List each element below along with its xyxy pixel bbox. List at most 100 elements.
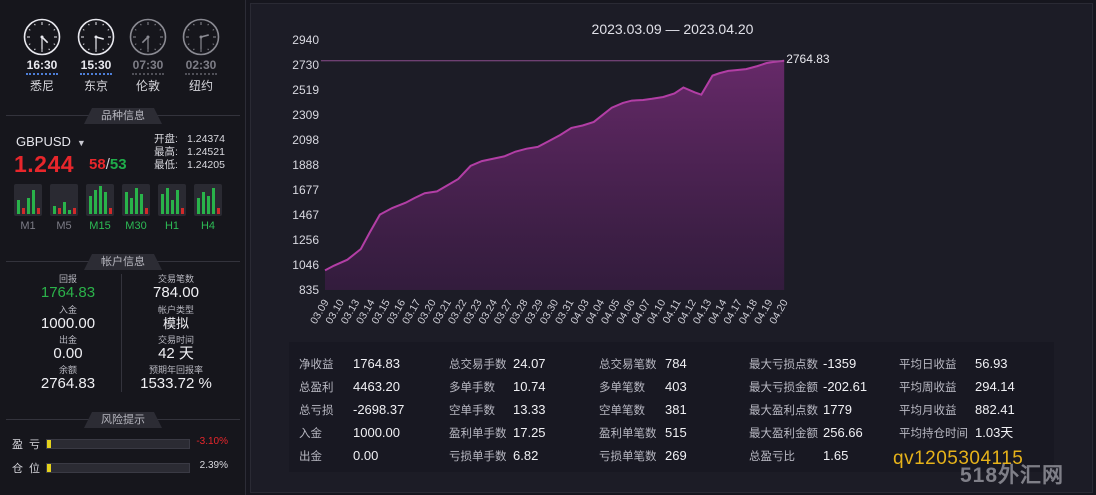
pl-bar-fill xyxy=(47,440,52,448)
symbol-selector[interactable]: GBPUSD ▼ xyxy=(16,134,86,149)
deposit-label: 入金 xyxy=(58,305,77,315)
clock-city: 悉尼 xyxy=(29,79,54,93)
stat-value: 10.74 xyxy=(513,379,546,394)
stat-value: 1779 xyxy=(823,402,852,417)
withdraw-cell: 出金 0.00 xyxy=(14,335,122,363)
stat-label: 多单手数 xyxy=(449,382,495,394)
timeframe-m5[interactable]: M5 xyxy=(50,184,78,232)
timeframe-h1[interactable]: H1 xyxy=(158,184,186,232)
stat-value: 515 xyxy=(665,425,687,440)
stat-label: 最大盈利点数 xyxy=(749,405,818,417)
clock-city: 纽约 xyxy=(188,79,213,93)
clock-3: 02:30 纽约 xyxy=(179,18,223,94)
annual-return-label: 预期年回报率 xyxy=(148,365,203,375)
stat-value: 0.00 xyxy=(353,448,379,463)
stat-value: 1000.00 xyxy=(353,425,400,440)
stat-value: 294.14 xyxy=(975,379,1015,394)
clock-time: 07:30 xyxy=(132,58,164,72)
stats-row: 多单笔数 403 xyxy=(599,375,687,398)
chevron-down-icon[interactable]: ▼ xyxy=(76,138,86,148)
trades-value: 784.00 xyxy=(153,284,199,301)
annual-return-value: 1533.72 % xyxy=(140,375,212,392)
stat-label: 平均月收益 xyxy=(899,405,957,417)
stat-label: 亏损单手数 xyxy=(449,451,507,463)
pl-bar xyxy=(46,439,190,449)
stats-row: 亏损单笔数 269 xyxy=(599,444,687,467)
timeframe-h4[interactable]: H4 xyxy=(194,184,222,232)
section-header-risk: 风险提示 xyxy=(0,412,246,428)
pl-risk-row: 盈亏 -3.10% xyxy=(12,436,234,452)
pl-value: -3.10% xyxy=(196,436,228,447)
risk-panel: 盈亏 -3.10% 仓位 2.39% xyxy=(0,430,246,480)
clock-icon xyxy=(129,18,167,56)
section-title: 帐户信息 xyxy=(84,254,162,270)
withdraw-label: 出金 xyxy=(58,335,77,345)
stat-value: 784 xyxy=(665,356,687,371)
ohlc-info: 开盘: 1.24374 最高: 1.24521 最低: 1.24205 xyxy=(154,133,225,172)
withdraw-value: 0.00 xyxy=(53,345,83,362)
stats-row: 平均月收益 882.41 xyxy=(899,398,1015,421)
stats-row: 总盈利 4463.20 xyxy=(299,375,404,398)
annual-return-cell: 预期年回报率 1533.72 % xyxy=(122,365,230,393)
stats-row: 亏损单手数 6.82 xyxy=(449,444,546,467)
trades-label: 交易笔数 xyxy=(157,274,194,284)
watermark-contact: qv1205304115 xyxy=(893,448,1024,469)
divider xyxy=(121,274,122,392)
stat-label: 净收益 xyxy=(299,359,334,371)
section-title: 品种信息 xyxy=(84,108,162,124)
timeframe-m15[interactable]: M15 xyxy=(86,184,114,232)
symbol-name: GBPUSD xyxy=(16,134,71,149)
high-label: 最高: xyxy=(154,146,178,158)
y-tick-label: 1888 xyxy=(292,158,319,172)
position-risk-row: 仓位 2.39% xyxy=(12,460,234,476)
stats-column: 总交易笔数 784 多单笔数 403 空单笔数 381 盈利单笔数 515 亏损单笔数 269 xyxy=(599,352,687,467)
high-value: 1.24521 xyxy=(187,146,225,158)
stat-label: 亏损单笔数 xyxy=(599,451,657,463)
stat-label: 平均持仓时间 xyxy=(899,428,968,440)
pl-label: 盈亏 xyxy=(12,439,46,451)
clock-2: 07:30 伦敦 xyxy=(126,18,170,94)
stat-value: 882.41 xyxy=(975,402,1015,417)
chart-title: 2023.03.09 — 2023.04.20 xyxy=(591,21,754,37)
stat-label: 空单手数 xyxy=(449,405,495,417)
stat-value: 269 xyxy=(665,448,687,463)
equity-chart: 835 1046 1256 1467 1677 1888 2098 2309 2519 2730 2… xyxy=(292,33,830,326)
section-header-product: 品种信息 xyxy=(0,108,246,124)
signal-bars xyxy=(158,184,186,216)
balance-value: 2764.83 xyxy=(40,375,96,392)
stat-value: 381 xyxy=(665,402,687,417)
stats-column: 最大亏损点数 -1359 最大亏损金额 -202.61 最大盈利点数 1779 最大盈利金额… xyxy=(749,352,867,467)
stat-value: 6.82 xyxy=(513,448,539,463)
stat-value: -2698.37 xyxy=(353,402,405,417)
signal-bars xyxy=(50,184,78,216)
stat-label: 总盈利 xyxy=(299,382,334,394)
return-cell: 回报 1764.83 xyxy=(14,274,122,302)
stats-row: 入金 1000.00 xyxy=(299,421,404,444)
deposit-cell: 入金 1000.00 xyxy=(14,305,122,333)
equity-line xyxy=(324,59,785,272)
position-bar xyxy=(46,463,190,473)
y-tick-label: 2730 xyxy=(292,58,319,72)
signal-bars xyxy=(194,184,222,216)
y-tick-label: 1046 xyxy=(292,258,319,272)
stat-label: 入金 xyxy=(299,428,322,440)
stats-row: 最大亏损金额 -202.61 xyxy=(749,375,867,398)
stat-value: 4463.20 xyxy=(353,379,400,394)
stats-row: 最大盈利金额 256.66 xyxy=(749,421,867,444)
return-value: 1764.83 xyxy=(40,284,96,301)
timeframe-label: H1 xyxy=(164,220,180,232)
timeframe-m30[interactable]: M30 xyxy=(122,184,150,232)
clock-time: 15:30 xyxy=(80,58,112,72)
stat-label: 平均周收益 xyxy=(899,382,957,394)
stat-value: 56.93 xyxy=(975,356,1008,371)
stat-value: 1.65 xyxy=(823,448,849,463)
watermark-site: 518外汇网 xyxy=(960,464,1065,487)
stat-label: 出金 xyxy=(299,451,322,463)
clock-underline xyxy=(80,73,112,75)
low-label: 最低: xyxy=(154,159,178,171)
timeframe-m1[interactable]: M1 xyxy=(14,184,42,232)
stat-label: 平均日收益 xyxy=(899,359,957,371)
clock-underline xyxy=(132,73,164,75)
clock-city: 东京 xyxy=(83,79,108,93)
stats-column: 平均日收益 56.93 平均周收益 294.14 平均月收益 882.41 平均持仓时间 1.… xyxy=(899,352,1015,444)
